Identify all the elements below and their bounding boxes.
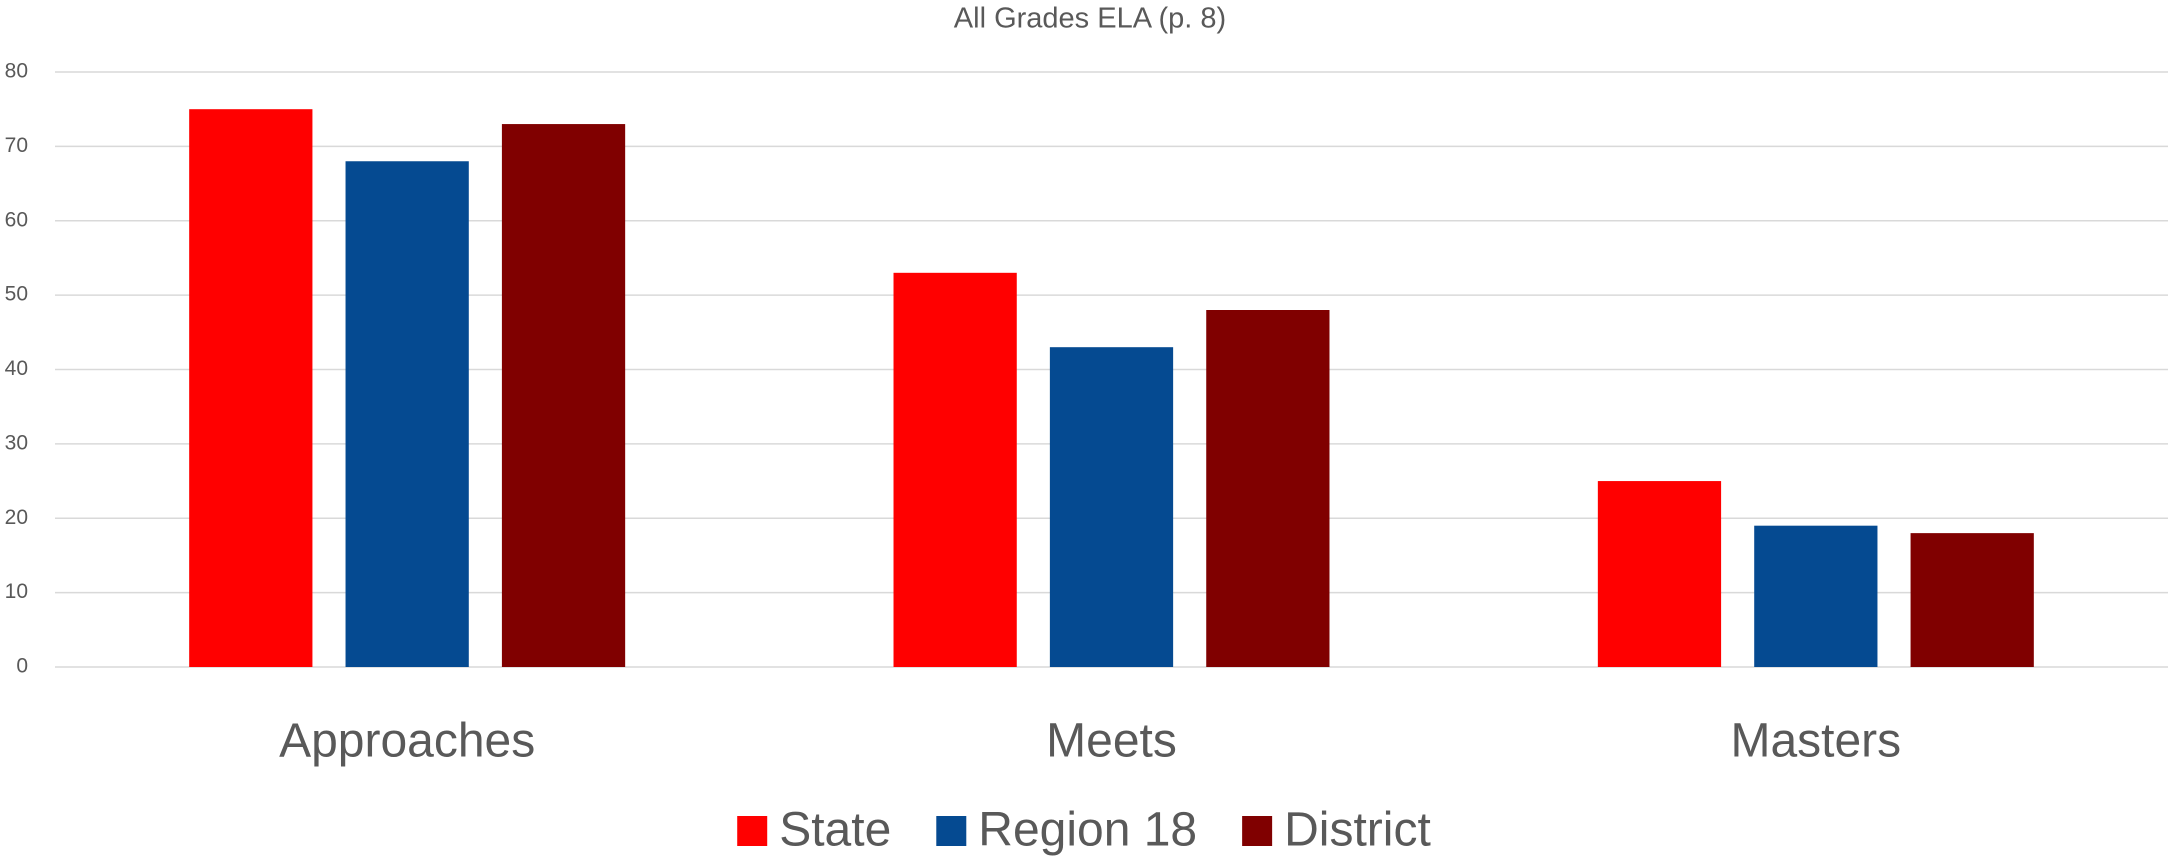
legend-label: State — [779, 804, 891, 857]
y-tick-label: 0 — [16, 655, 28, 678]
x-tick-label: Masters — [1730, 715, 1901, 768]
bar — [893, 272, 1017, 667]
y-tick-label: 40 — [5, 357, 28, 380]
bar — [1910, 533, 2034, 667]
legend-swatch — [1242, 816, 1273, 846]
y-tick-label: 50 — [5, 283, 28, 306]
y-tick-label: 20 — [5, 506, 28, 529]
chart-title: All Grades ELA (p. 8) — [954, 3, 1226, 35]
bar — [1049, 347, 1174, 667]
bar — [1597, 481, 1722, 667]
bar — [189, 109, 313, 667]
bar — [501, 124, 626, 667]
y-tick-label: 10 — [5, 580, 28, 603]
y-tick-label: 80 — [5, 60, 28, 83]
x-tick-label: Approaches — [279, 715, 535, 768]
legend-swatch — [936, 816, 967, 846]
legend-swatch — [737, 816, 768, 846]
y-tick-label: 30 — [5, 431, 28, 454]
y-tick-label: 70 — [5, 134, 28, 157]
bar — [345, 161, 469, 667]
bar — [1206, 310, 1330, 667]
x-tick-label: Meets — [1046, 715, 1177, 768]
y-tick-label: 60 — [5, 208, 28, 231]
legend-label: District — [1284, 804, 1431, 857]
bar — [1754, 525, 1878, 667]
legend-label: Region 18 — [978, 804, 1197, 857]
